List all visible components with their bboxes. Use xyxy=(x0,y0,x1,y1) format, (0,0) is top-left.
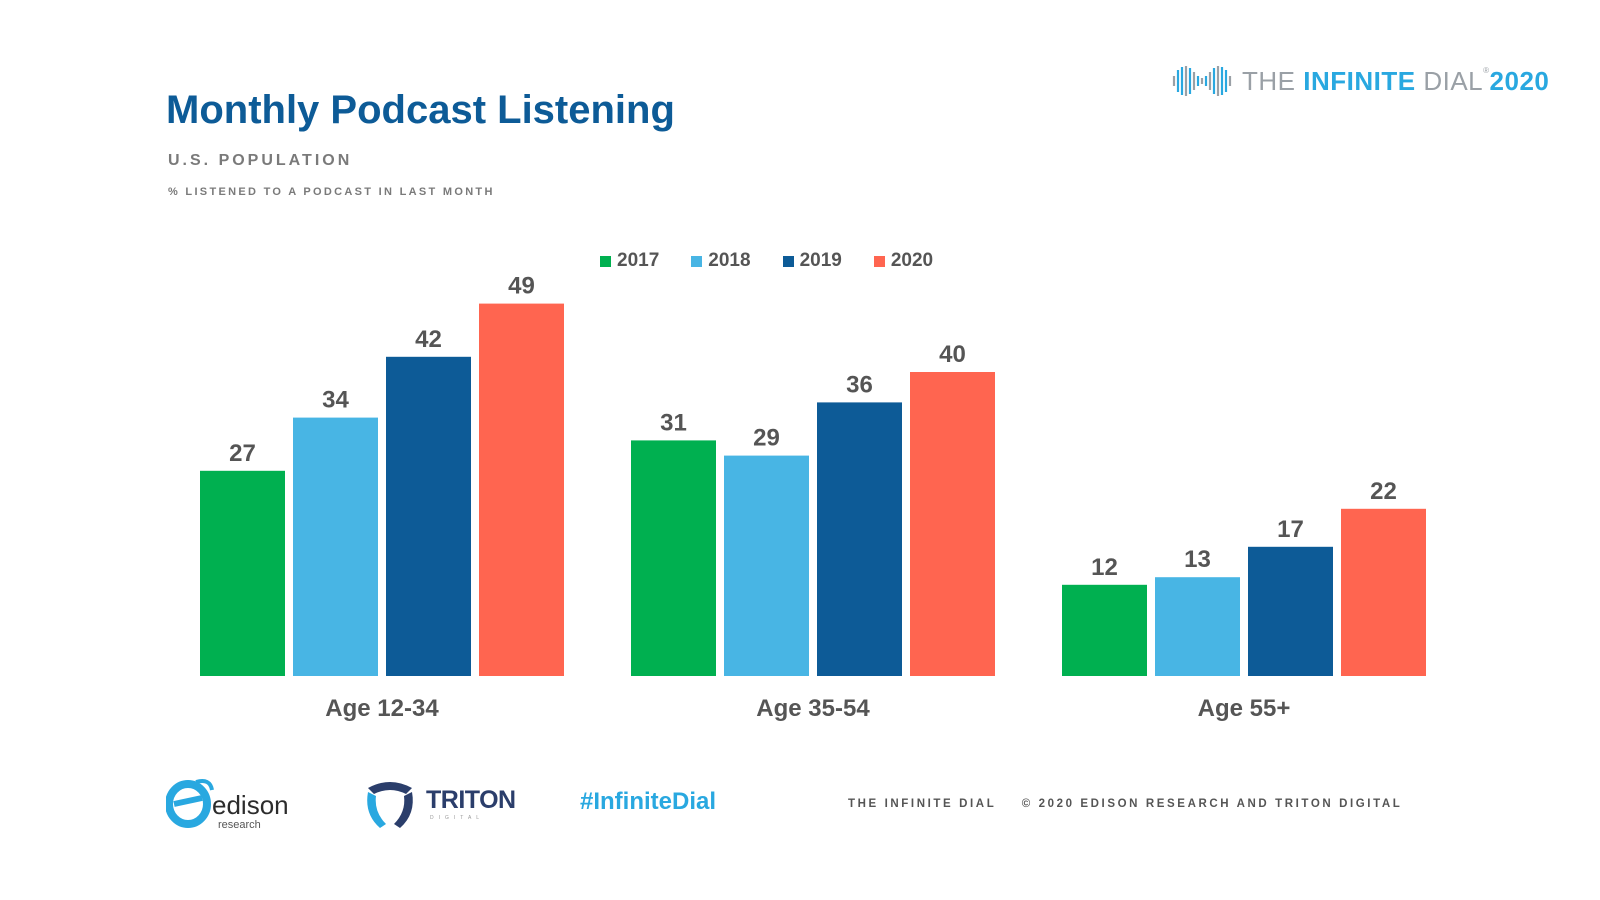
infinite-dial-logo: THE INFINITE DIAL®2020 xyxy=(1170,62,1549,100)
category-label: Age 55+ xyxy=(1198,695,1291,722)
hashtag-link[interactable]: #InfiniteDial xyxy=(580,788,717,815)
bar-2020-0 xyxy=(479,303,564,676)
category-label: Age 12-34 xyxy=(325,695,439,722)
legend-swatch-2020 xyxy=(873,255,885,267)
bar-2017-2 xyxy=(1062,584,1147,676)
legend-item-2020: 2020 xyxy=(873,250,934,272)
data-label: 49 xyxy=(508,273,535,300)
bar-2018-1 xyxy=(724,455,809,676)
data-label: 34 xyxy=(322,387,349,414)
data-label: 29 xyxy=(753,425,780,452)
measure-note: % LISTENED TO A PODCAST IN LAST MONTH xyxy=(168,186,495,198)
bar-2017-0 xyxy=(200,470,285,676)
legend-label-2020: 2020 xyxy=(890,250,934,271)
data-label: 12 xyxy=(1091,554,1118,581)
category-label: Age 35-54 xyxy=(756,695,870,722)
chart-legend: 2017 2018 2019 2020 xyxy=(600,250,965,272)
legend-item-2019: 2019 xyxy=(782,250,842,272)
slide-title: Monthly Podcast Listening xyxy=(166,88,675,132)
legend-label-2018: 2018 xyxy=(708,250,751,271)
brand-year: 2020 xyxy=(1489,65,1550,96)
legend-swatch-2017 xyxy=(600,255,611,267)
bar-2020-1 xyxy=(910,372,995,676)
footer-copyright: THE INFINITE DIAL © 2020 EDISON RESEARCH… xyxy=(848,798,1402,810)
data-label: 27 xyxy=(229,440,256,467)
data-label: 40 xyxy=(939,341,966,368)
triton-sub: DIGITAL xyxy=(430,814,485,821)
data-label: 36 xyxy=(846,371,873,398)
edison-logo: edison research xyxy=(165,776,306,841)
legend-item-2018: 2018 xyxy=(691,250,751,272)
legend-label-2019: 2019 xyxy=(799,250,842,271)
edison-word: edison xyxy=(212,790,289,820)
triton-mark-icon xyxy=(367,782,413,828)
brand-the: THE xyxy=(1242,65,1296,96)
footer-note-left: THE INFINITE DIAL xyxy=(848,798,997,810)
triton-word: TRITON xyxy=(426,785,516,814)
bar-2017-1 xyxy=(631,440,716,676)
data-label: 22 xyxy=(1370,478,1397,505)
infinite-loop-icon xyxy=(1172,66,1232,96)
bar-2018-0 xyxy=(293,417,378,676)
data-label: 17 xyxy=(1277,516,1304,543)
bar-2020-2 xyxy=(1341,508,1426,676)
data-label: 42 xyxy=(415,326,442,353)
data-label: 31 xyxy=(660,409,687,436)
brand-dial: DIAL xyxy=(1423,65,1484,96)
edison-mark-icon: edison research xyxy=(165,779,289,831)
triton-logo: TRITON DIGITAL xyxy=(362,776,516,830)
footer-note-right: © 2020 EDISON RESEARCH AND TRITON DIGITA… xyxy=(1021,798,1403,810)
bar-2018-2 xyxy=(1155,577,1240,676)
edison-sub: research xyxy=(218,819,261,831)
bar-2019-0 xyxy=(386,356,471,676)
population-subtitle: U.S. POPULATION xyxy=(168,152,353,169)
bar-2019-1 xyxy=(817,402,902,676)
legend-label-2017: 2017 xyxy=(617,250,660,271)
bar-2019-2 xyxy=(1248,546,1333,676)
brand-infinite: INFINITE xyxy=(1303,65,1416,96)
legend-item-2017: 2017 xyxy=(600,250,659,272)
data-label: 13 xyxy=(1184,546,1211,573)
legend-swatch-2018 xyxy=(691,255,703,267)
brand-tm: ® xyxy=(1483,65,1490,75)
legend-swatch-2019 xyxy=(782,255,794,267)
